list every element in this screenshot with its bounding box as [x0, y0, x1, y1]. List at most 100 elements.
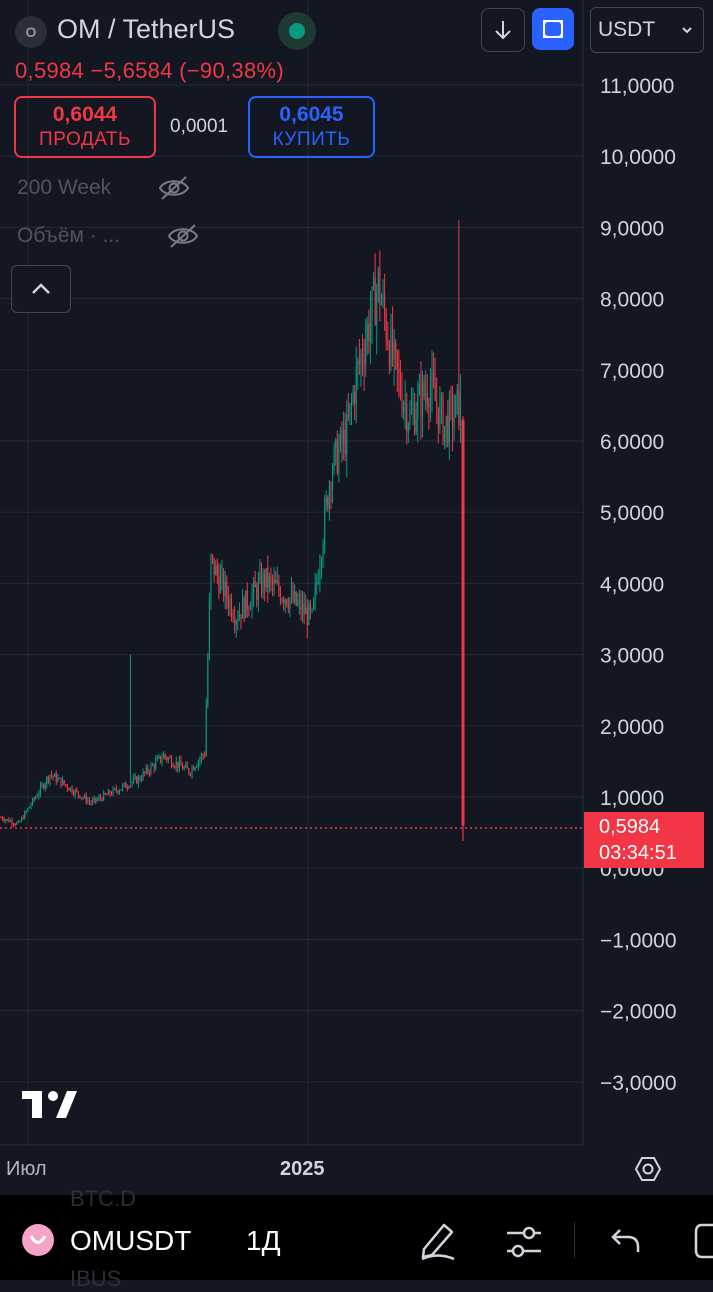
candle-body: [115, 788, 117, 791]
current-price-value: 0,5984: [599, 816, 661, 838]
candles: [0, 220, 465, 842]
symbol-title[interactable]: OM / TetherUS: [57, 14, 236, 44]
candle-body: [331, 471, 334, 490]
price-axis-label: 9,0000: [600, 217, 664, 240]
candle-body: [158, 755, 160, 758]
candle-body: [303, 603, 305, 615]
eye-hidden-icon[interactable]: [166, 222, 200, 250]
candle-body: [167, 757, 169, 760]
candle-body: [36, 796, 38, 798]
undo-icon[interactable]: [610, 1226, 642, 1256]
candle-body: [17, 821, 19, 823]
candle-body: [96, 799, 98, 801]
candle-body: [68, 788, 70, 791]
candle-body: [22, 817, 24, 819]
candle-body: [412, 407, 414, 411]
candle-body: [202, 754, 204, 756]
candle-body: [294, 591, 296, 602]
candle-body: [297, 602, 299, 605]
interval-button[interactable]: 1Д: [246, 1225, 281, 1256]
scroll-ghost-symbol-bottom: IBUS: [70, 1266, 122, 1291]
fullscreen-icon: [543, 20, 563, 38]
candle-body: [369, 319, 371, 342]
indicators-settings-icon[interactable]: [503, 1224, 545, 1260]
indicator-200-week-label[interactable]: 200 Week: [17, 176, 112, 199]
price-axis-label: 11,0000: [600, 75, 674, 98]
candle-body: [163, 754, 165, 759]
candle-body: [35, 796, 37, 800]
candle-body: [99, 797, 102, 799]
toolbar-divider: [574, 1222, 575, 1258]
price-axis-label: 10,0000: [600, 146, 676, 169]
candle-body: [63, 780, 65, 785]
tradingview-logo-icon: [22, 1091, 77, 1118]
candle-body: [84, 795, 86, 798]
candle-body: [16, 822, 18, 825]
candle-body: [276, 581, 278, 583]
price-axis-label: −2,0000: [600, 1001, 677, 1024]
candle-body: [267, 568, 269, 588]
candle-body: [241, 598, 244, 619]
candle-body: [350, 401, 353, 404]
candle-body: [101, 798, 103, 801]
candle-body: [259, 572, 261, 581]
candle-body: [459, 393, 461, 426]
candle-body: [66, 785, 68, 789]
candle-body: [264, 573, 266, 587]
candle-body: [30, 804, 32, 807]
scroll-ghost-symbol-top: BTC.D: [70, 1186, 136, 1211]
candle-body: [275, 579, 277, 583]
candle-body: [257, 580, 259, 600]
candle-body: [316, 582, 318, 585]
redo-icon[interactable]: [692, 1222, 713, 1260]
candle-body: [287, 605, 289, 609]
price-axis-label: 1,0000: [600, 787, 664, 810]
candle-body: [134, 776, 136, 779]
candle-body: [437, 407, 439, 429]
candle-body: [161, 758, 163, 762]
time-axis-label-2025: 2025: [280, 1158, 325, 1180]
candle-body: [189, 773, 192, 775]
candle-body: [76, 789, 78, 792]
candle-body: [363, 361, 365, 365]
candle-body: [182, 765, 184, 770]
candle-body: [46, 777, 48, 785]
sell-price: 0,6044: [52, 103, 118, 126]
download-button[interactable]: [481, 8, 525, 52]
candle-body: [339, 430, 341, 449]
candle-body: [164, 754, 166, 758]
candle-body: [420, 384, 422, 418]
candle-body: [218, 575, 220, 593]
candle-body: [43, 784, 45, 789]
symbol-icon[interactable]: [22, 1224, 54, 1256]
buy-label: КУПИТЬ: [272, 129, 351, 150]
candle-body: [447, 416, 449, 443]
candle-body: [409, 412, 411, 426]
eye-hidden-icon[interactable]: [157, 174, 191, 202]
collapse-indicators-button[interactable]: [11, 265, 71, 313]
currency-select[interactable]: USDT: [590, 7, 704, 53]
candle-body: [20, 817, 23, 822]
candle-body: [300, 599, 302, 613]
price-axis-label: 8,0000: [600, 289, 664, 312]
buy-button[interactable]: 0,6045 КУПИТЬ: [248, 96, 375, 158]
indicator-volume-label[interactable]: Объём · ...: [17, 224, 121, 247]
candle-body: [131, 782, 133, 785]
candle-body: [150, 765, 152, 773]
candle-body: [213, 557, 215, 576]
drawing-tools-icon[interactable]: [418, 1219, 458, 1261]
candle-body: [41, 784, 43, 786]
candle-body: [227, 597, 229, 608]
symbol-search-button[interactable]: OMUSDT: [70, 1225, 192, 1256]
candle-body: [320, 560, 323, 568]
chart-settings-icon[interactable]: [634, 1157, 662, 1181]
candle-body: [32, 798, 34, 805]
candle-body: [117, 790, 119, 793]
price-axis-label: 2,0000: [600, 716, 664, 739]
candle-body: [313, 598, 315, 609]
sell-button[interactable]: 0,6044 ПРОДАТЬ: [14, 96, 156, 158]
market-status-indicator[interactable]: [278, 12, 316, 50]
price-chart[interactable]: 11,0000 10,0000 9,0000 8,0000 7,0000 6,0000 5,…: [0, 0, 713, 1195]
candle-body: [212, 555, 214, 558]
fullscreen-button[interactable]: [532, 8, 574, 50]
